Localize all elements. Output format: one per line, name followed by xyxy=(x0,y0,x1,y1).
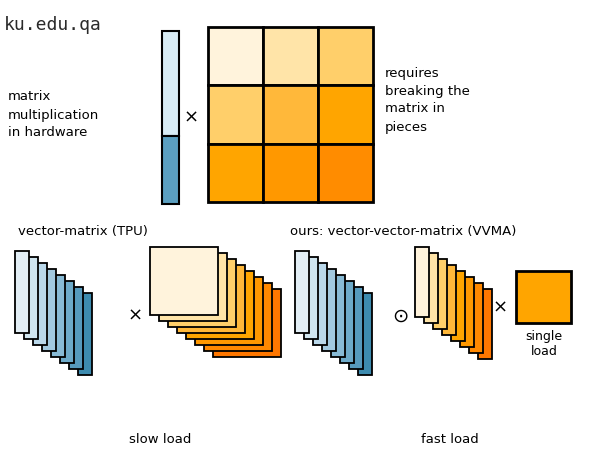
Bar xyxy=(208,86,263,144)
Bar xyxy=(469,283,483,353)
Bar xyxy=(159,253,227,321)
Text: single
load: single load xyxy=(526,329,563,357)
Bar xyxy=(295,252,309,333)
Bar xyxy=(69,287,83,369)
Bar xyxy=(451,272,465,341)
Bar xyxy=(433,259,447,329)
Bar xyxy=(208,144,263,202)
Bar xyxy=(78,293,92,375)
Bar xyxy=(358,293,372,375)
Text: vector-matrix (TPU): vector-matrix (TPU) xyxy=(18,225,148,238)
Bar xyxy=(318,28,373,86)
Bar xyxy=(168,259,236,327)
Bar xyxy=(304,258,318,339)
Bar xyxy=(213,290,281,357)
Bar xyxy=(162,137,179,205)
Bar xyxy=(478,290,492,359)
Text: matrix
multiplication
in hardware: matrix multiplication in hardware xyxy=(8,90,100,139)
Bar xyxy=(460,277,474,347)
Text: ⊙: ⊙ xyxy=(392,306,408,325)
Bar xyxy=(195,277,263,345)
Bar xyxy=(424,253,438,323)
Text: ×: × xyxy=(184,109,198,127)
Bar xyxy=(263,86,318,144)
Bar xyxy=(322,269,336,351)
Bar xyxy=(415,248,429,318)
Bar xyxy=(204,283,272,351)
Bar xyxy=(24,258,38,339)
Text: ×: × xyxy=(128,306,142,324)
Bar xyxy=(33,263,47,345)
Bar xyxy=(516,272,571,323)
Bar xyxy=(318,86,373,144)
Text: ×: × xyxy=(492,299,508,316)
Bar xyxy=(318,144,373,202)
Bar xyxy=(177,265,245,333)
Bar xyxy=(442,265,456,335)
Bar xyxy=(162,32,179,137)
Text: ours: vector-vector-matrix (VVMA): ours: vector-vector-matrix (VVMA) xyxy=(290,225,516,238)
Bar xyxy=(263,144,318,202)
Bar xyxy=(51,276,65,357)
Bar xyxy=(313,263,327,345)
Bar xyxy=(349,287,363,369)
Bar xyxy=(263,28,318,86)
Bar xyxy=(150,248,218,315)
Text: fast load: fast load xyxy=(421,433,479,446)
Bar xyxy=(208,28,263,86)
Bar xyxy=(331,276,345,357)
Bar xyxy=(186,272,254,339)
Bar xyxy=(42,269,56,351)
Bar xyxy=(60,281,74,363)
Text: ku.edu.qa: ku.edu.qa xyxy=(4,16,102,34)
Text: requires
breaking the
matrix in
pieces: requires breaking the matrix in pieces xyxy=(385,66,470,133)
Bar xyxy=(15,252,29,333)
Text: slow load: slow load xyxy=(129,433,191,446)
Bar xyxy=(340,281,354,363)
